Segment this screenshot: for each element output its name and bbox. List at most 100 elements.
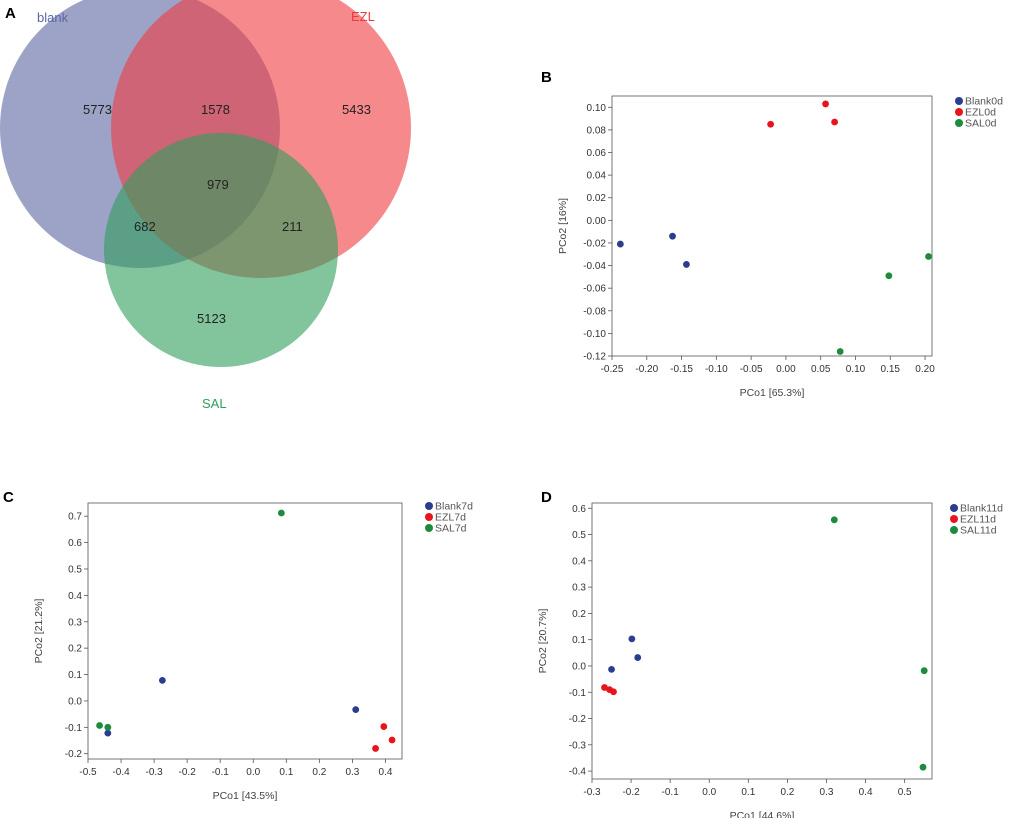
panel-d-point-blank11d [634, 654, 642, 661]
panel-d-y-tick-label: -0.4 [569, 767, 587, 778]
panel-b-x-axis-label: PCo1 [65.3%] [740, 387, 805, 399]
panel-c-legend-marker [425, 524, 433, 532]
panel-a-letter: A [5, 5, 16, 22]
panel-b-y-tick-label: 0.10 [587, 103, 607, 114]
panel-b-letter: B [541, 69, 552, 86]
panel-b-y-tick-label: -0.02 [583, 238, 606, 249]
panel-c-legend-label: SAL7d [435, 523, 467, 535]
panel-b-x-tick-label: 0.15 [881, 364, 901, 375]
venn-region-sal-only: 5123 [197, 311, 226, 326]
panel-d-point-blank11d [608, 665, 615, 673]
panel-b-y-tick-label: 0.08 [587, 125, 607, 136]
panel-b-legend-label: EZL0d [965, 107, 996, 119]
panel-d-x-tick-label: -0.1 [662, 787, 680, 798]
panel-a-venn: A blank EZL SAL 5773 5433 1578 979 682 2… [0, 0, 411, 411]
panel-d-x-tick-label: -0.3 [583, 787, 601, 798]
panel-d-legend-marker [950, 526, 958, 534]
panel-c-pcoa: C -0.5 -0.4 -0.3 -0.2 -0.1 0.0 0.1 0.2 0.3 0.4 0.7… [3, 489, 473, 802]
panel-d-point-sal11d [830, 516, 838, 524]
panel-c-x-tick-label: -0.4 [112, 767, 130, 778]
panel-d-y-tick-label: -0.1 [569, 688, 587, 699]
panel-b-point-blank0d [616, 240, 624, 248]
panel-b-y-tick-label: 0.00 [587, 216, 607, 227]
panel-b-x-tick-label: -0.05 [740, 364, 763, 375]
panel-c-x-tick-label: -0.2 [179, 767, 197, 778]
panel-b-plot-frame [611, 95, 933, 357]
panel-d-y-tick-label: 0.2 [572, 609, 586, 620]
panel-c-x-tick-label: 0.3 [345, 767, 359, 778]
panel-b-x-tick-label: -0.10 [705, 364, 728, 375]
venn-region-all: 979 [207, 177, 229, 192]
panel-d-y-tick-label: 0.6 [572, 504, 586, 515]
venn-circle-sal [104, 133, 338, 367]
panel-b-y-tick-label: -0.06 [583, 284, 606, 295]
panel-d-legend-label: Blank11d [960, 503, 1003, 515]
panel-d-x-tick-label: 0.1 [741, 787, 755, 798]
panel-c-point-ezl7d [372, 745, 379, 752]
panel-c-legend-marker [425, 513, 433, 521]
panel-c-x-tick-label: 0.0 [246, 767, 260, 778]
panel-c-y-tick-label: 0.6 [68, 538, 82, 549]
panel-b-point-blank0d [683, 261, 690, 268]
panel-c-x-tick-label: 0.2 [312, 767, 326, 778]
panel-c-point-sal7d [96, 722, 103, 729]
panel-c-point-sal7d [277, 509, 285, 517]
panel-c-point-blank7d [158, 676, 166, 684]
panel-b-legend-label: Blank0d [965, 96, 1003, 108]
panel-c-y-tick-label: -0.1 [65, 723, 83, 734]
panel-d-legend-marker [950, 515, 958, 523]
panel-c-x-tick-label: -0.5 [79, 767, 97, 778]
panel-b-y-axis-label: PCo2 [16%] [557, 198, 569, 254]
panel-c-y-tick-label: 0.1 [68, 670, 82, 681]
panel-d-y-tick-label: 0.4 [572, 556, 586, 567]
panel-b-y-tick-label: -0.12 [583, 352, 606, 363]
panel-c-x-tick-label: 0.1 [279, 767, 293, 778]
panel-b-x-tick-label: -0.15 [670, 364, 693, 375]
panel-d-point-ezl11d [610, 688, 617, 696]
panel-d-y-tick-label: 0.1 [572, 635, 586, 646]
panel-c-point-blank7d [104, 729, 112, 737]
panel-c-point-ezl7d [388, 736, 396, 744]
panel-b-y-tick-label: 0.06 [587, 148, 607, 159]
panel-b-x-tick-label: 0.10 [846, 364, 866, 375]
panel-c-y-tick-label: -0.2 [65, 749, 83, 760]
venn-label-sal: SAL [202, 396, 227, 411]
panel-d-letter: D [541, 489, 552, 506]
panel-d-plot-frame [591, 502, 933, 780]
panel-c-y-tick-label: 0.4 [68, 591, 82, 602]
panel-d-x-axis-label: PCo1 [44.6%] [730, 810, 795, 818]
panel-c-x-tick-label: -0.1 [212, 767, 230, 778]
panel-b-legend-marker [955, 108, 963, 116]
panel-d-x-tick-label: 0.2 [780, 787, 794, 798]
panel-d-x-tick-label: 0.4 [859, 787, 873, 798]
panel-b-x-tick-label: 0.05 [811, 364, 831, 375]
venn-region-blank-sal: 682 [134, 219, 156, 234]
panel-d-y-tick-label: -0.3 [569, 740, 587, 751]
panel-b-y-tick-label: 0.02 [587, 193, 607, 204]
panel-b-point-blank0d [669, 232, 676, 240]
panel-b-y-tick-label: -0.04 [583, 261, 606, 272]
panel-c-legend-label: Blank7d [435, 501, 473, 513]
panel-c-y-tick-label: 0.7 [68, 512, 82, 523]
panel-c-y-axis-label: PCo2 [21.2%] [33, 599, 45, 664]
panel-d-x-tick-label: 0.3 [820, 787, 834, 798]
panel-b-x-tick-label: -0.25 [601, 364, 624, 375]
venn-region-ezl-sal: 211 [282, 219, 303, 234]
panel-c-y-tick-label: 0.2 [68, 644, 82, 655]
panel-b-point-sal0d [836, 348, 844, 355]
panel-b-legend-label: SAL0d [965, 118, 997, 130]
panel-c-legend-marker [425, 502, 433, 510]
panel-c-point-blank7d [352, 706, 360, 714]
panel-b-x-tick-label: 0.00 [776, 364, 796, 375]
panel-b-legend-marker [955, 97, 963, 105]
venn-region-blank-ezl: 1578 [201, 102, 230, 117]
panel-d-point-sal11d [920, 667, 928, 675]
panel-d-legend-marker [950, 504, 958, 512]
panel-c-y-tick-label: 0.0 [68, 696, 82, 707]
panel-d-y-axis-label: PCo2 [20.7%] [537, 609, 549, 674]
venn-region-blank-only: 5773 [83, 102, 112, 117]
panel-c-x-axis-label: PCo1 [43.5%] [213, 790, 278, 802]
panel-d-y-tick-label: 0.0 [572, 661, 586, 672]
panel-b-y-tick-label: -0.10 [583, 329, 606, 340]
